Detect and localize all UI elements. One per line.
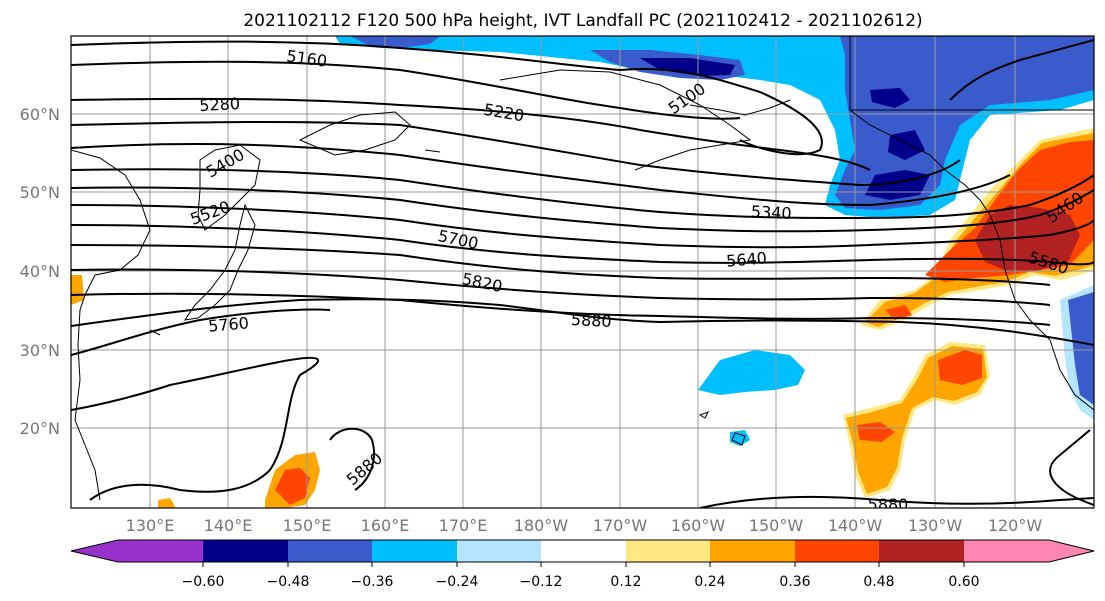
- colorbar-segment: [288, 540, 372, 562]
- neg-region-pacific: [698, 350, 805, 395]
- colorbar-segment: [372, 540, 457, 562]
- colorbar-segment: [118, 540, 203, 562]
- contour-label: 5880: [868, 495, 909, 514]
- coastlines: [71, 36, 1094, 501]
- latitude-labels: 60°N 50°N 40°N 30°N 20°N: [20, 105, 60, 438]
- colorbar-label: −0.60: [182, 574, 225, 590]
- lon-label: 140°E: [204, 516, 253, 535]
- lon-label: 160°E: [361, 516, 410, 535]
- colorbar-extend-max: [1049, 540, 1094, 562]
- lon-label: 180°W: [514, 516, 569, 535]
- height-contours: [71, 39, 1094, 508]
- colorbar-label: 0.48: [863, 574, 894, 590]
- contour-label: 5340: [750, 202, 792, 223]
- lon-label: 140°W: [828, 516, 883, 535]
- colorbar-segment: [710, 540, 795, 562]
- colorbar-segment: [879, 540, 964, 562]
- colorbar-label: 0.36: [779, 574, 810, 590]
- pos-region-china: [71, 275, 84, 305]
- lat-label: 50°N: [20, 183, 60, 202]
- colorbar-label: −0.48: [267, 574, 310, 590]
- figure-title: 2021102112 F120 500 hPa height, IVT Land…: [243, 11, 922, 31]
- colorbar-segment: [795, 540, 879, 562]
- contour-label: 5760: [207, 313, 249, 335]
- colorbar-segment: [457, 540, 541, 562]
- colorbar-ticks: [202, 562, 965, 567]
- map-panel: 5160 5280 5220 5100 5400 5520 5340 5700 …: [70, 35, 1095, 514]
- colorbar-segment: [964, 540, 1049, 562]
- ivt-shading: 5160 5280 5220 5100 5400 5520 5340 5700 …: [71, 36, 1094, 514]
- lat-label: 60°N: [20, 105, 60, 124]
- colorbar-label: 0.12: [610, 574, 641, 590]
- gridlines: [71, 36, 1094, 508]
- lon-label: 160°W: [671, 516, 726, 535]
- colorbar-label: 0.60: [948, 574, 979, 590]
- colorbar-segment: [203, 540, 288, 562]
- neg-region-alaska-mid: [350, 36, 1094, 210]
- colorbar: −0.60 −0.48 −0.36 −0.24 −0.12 0.12 0.24 …: [70, 539, 1095, 590]
- contour-label: 5640: [725, 248, 767, 270]
- colorbar-segment: [541, 540, 626, 562]
- lon-label: 150°W: [749, 516, 804, 535]
- colorbar-label: 0.24: [694, 574, 725, 590]
- lon-label: 150°E: [283, 516, 332, 535]
- map-frame: [70, 35, 1095, 509]
- lat-label: 40°N: [20, 262, 60, 281]
- pos-region-subtrop-strong: [857, 350, 982, 442]
- colorbar-segment: [626, 540, 710, 562]
- pos-region-philippines: [158, 498, 176, 508]
- longitude-labels: 130°E 140°E 150°E 160°E 170°E 180°W 170°…: [126, 516, 1043, 535]
- colorbar-extend-min: [71, 540, 118, 562]
- lon-label: 120°W: [988, 516, 1043, 535]
- neg-region-alaska-dark: [640, 58, 930, 200]
- colorbar-outline: [70, 539, 1095, 563]
- colorbar-label: −0.24: [436, 574, 479, 590]
- contour-label: 5880: [570, 310, 612, 331]
- lat-label: 30°N: [20, 341, 60, 360]
- pos-region-subtrop-mid: [846, 346, 987, 494]
- colorbar-label: −0.36: [351, 574, 394, 590]
- neg-region-uswest-mid: [1068, 292, 1094, 405]
- pos-region-wpac-strong: [275, 468, 310, 505]
- lat-label: 20°N: [20, 419, 60, 438]
- lon-label: 170°E: [439, 516, 488, 535]
- lon-label: 170°W: [593, 516, 648, 535]
- colorbar-label: −0.12: [520, 574, 563, 590]
- lon-label: 130°W: [908, 516, 963, 535]
- contour-label: 5280: [199, 94, 241, 115]
- lon-label: 130°E: [126, 516, 175, 535]
